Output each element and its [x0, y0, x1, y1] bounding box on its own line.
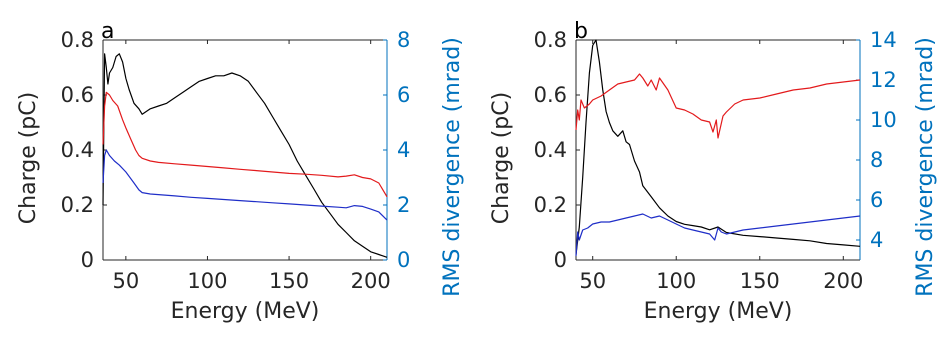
panel-a-xtick-label: 50 [112, 269, 139, 293]
panel-b-ytick-right-label: 8 [870, 148, 883, 172]
panel-b-xtick-label: 50 [579, 269, 606, 293]
panel-a-series-0-line [102, 53, 388, 258]
panel-b-label: b [574, 19, 588, 44]
panel-b-xtick-label: 200 [823, 269, 863, 293]
panel-a-ytick-right-label: 6 [397, 83, 410, 107]
panel-a-x-axis-title: Energy (MeV) [171, 299, 320, 324]
panel-a-ytick-right-label: 0 [397, 248, 410, 272]
panel-a-ytick-left-label: 0.8 [61, 28, 94, 52]
panel-b-y-axis-left-title: Charge (pC) [489, 92, 514, 224]
panel-b-ytick-left-label: 0 [554, 248, 567, 272]
panel-b-series-2-line [575, 213, 861, 257]
panel-b-ytick-right-label: 10 [870, 108, 897, 132]
panel-b-ytick-left-label: 0.2 [534, 193, 567, 217]
panel-a-ytick-right-label: 4 [397, 138, 410, 162]
panel-a-ytick-left-label: 0 [81, 248, 94, 272]
panel-a-ytick-right-label: 2 [397, 193, 410, 217]
panel-a-ytick-left-label: 0.2 [61, 193, 94, 217]
panel-a-y-axis-left-title: Charge (pC) [16, 92, 41, 224]
panel-a-ytick-left-label: 0.6 [61, 83, 94, 107]
panel-b-ytick-right-label: 14 [870, 28, 897, 52]
panel-b-series-0-line [575, 39, 861, 255]
panel-b-xtick-label: 150 [740, 269, 780, 293]
panel-a-xtick-label: 100 [187, 269, 227, 293]
panel-b-ytick-right-label: 12 [870, 68, 897, 92]
panel-a-label: a [101, 19, 114, 44]
panel-a-ytick-right-label: 8 [397, 28, 410, 52]
panel-a-ytick-left-label: 0.4 [61, 138, 94, 162]
panel-b-x-axis-title: Energy (MeV) [644, 299, 793, 324]
panel-a-series-2-line [102, 149, 388, 221]
panel-b-xtick-label: 100 [656, 269, 696, 293]
panel-b-ytick-right-label: 4 [870, 228, 883, 252]
panel-b-y-axis-right-title: RMS divergence (mrad) [913, 37, 938, 297]
panel-b-series-1-line [575, 73, 861, 139]
panel-b-ytick-left-label: 0.4 [534, 138, 567, 162]
panel-a-series-1-line [102, 91, 388, 198]
panel-a-xtick-label: 150 [269, 269, 309, 293]
panel-b-ytick-left-label: 0.6 [534, 83, 567, 107]
panel-b-ytick-left-label: 0.8 [534, 28, 567, 52]
panel-a-y-axis-right-title: RMS divergence (mrad) [440, 37, 465, 297]
panel-a-xtick-label: 200 [351, 269, 391, 293]
panel-b-ytick-right-label: 6 [870, 188, 883, 212]
